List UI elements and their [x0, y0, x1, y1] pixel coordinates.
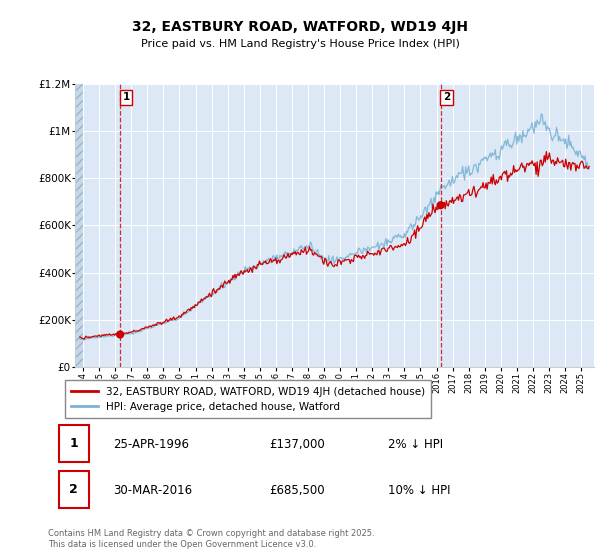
- Point: [115, 330, 125, 339]
- Point: [436, 201, 445, 210]
- Legend: 32, EASTBURY ROAD, WATFORD, WD19 4JH (detached house), HPI: Average price, detac: 32, EASTBURY ROAD, WATFORD, WD19 4JH (de…: [65, 380, 431, 418]
- Text: 32, EASTBURY ROAD, WATFORD, WD19 4JH: 32, EASTBURY ROAD, WATFORD, WD19 4JH: [132, 20, 468, 34]
- FancyBboxPatch shape: [59, 471, 89, 508]
- Text: 2: 2: [69, 483, 78, 496]
- Text: 30-MAR-2016: 30-MAR-2016: [113, 484, 192, 497]
- FancyBboxPatch shape: [59, 424, 89, 461]
- Bar: [75, 84, 83, 367]
- Text: £137,000: £137,000: [269, 437, 325, 451]
- Text: 1: 1: [69, 437, 78, 450]
- Text: 10% ↓ HPI: 10% ↓ HPI: [388, 484, 451, 497]
- Text: Price paid vs. HM Land Registry's House Price Index (HPI): Price paid vs. HM Land Registry's House …: [140, 39, 460, 49]
- Text: 2: 2: [443, 92, 450, 102]
- Text: £685,500: £685,500: [269, 484, 325, 497]
- Text: Contains HM Land Registry data © Crown copyright and database right 2025.
This d: Contains HM Land Registry data © Crown c…: [48, 529, 374, 549]
- Text: 1: 1: [122, 92, 130, 102]
- Text: 25-APR-1996: 25-APR-1996: [113, 437, 189, 451]
- Text: 2% ↓ HPI: 2% ↓ HPI: [388, 437, 443, 451]
